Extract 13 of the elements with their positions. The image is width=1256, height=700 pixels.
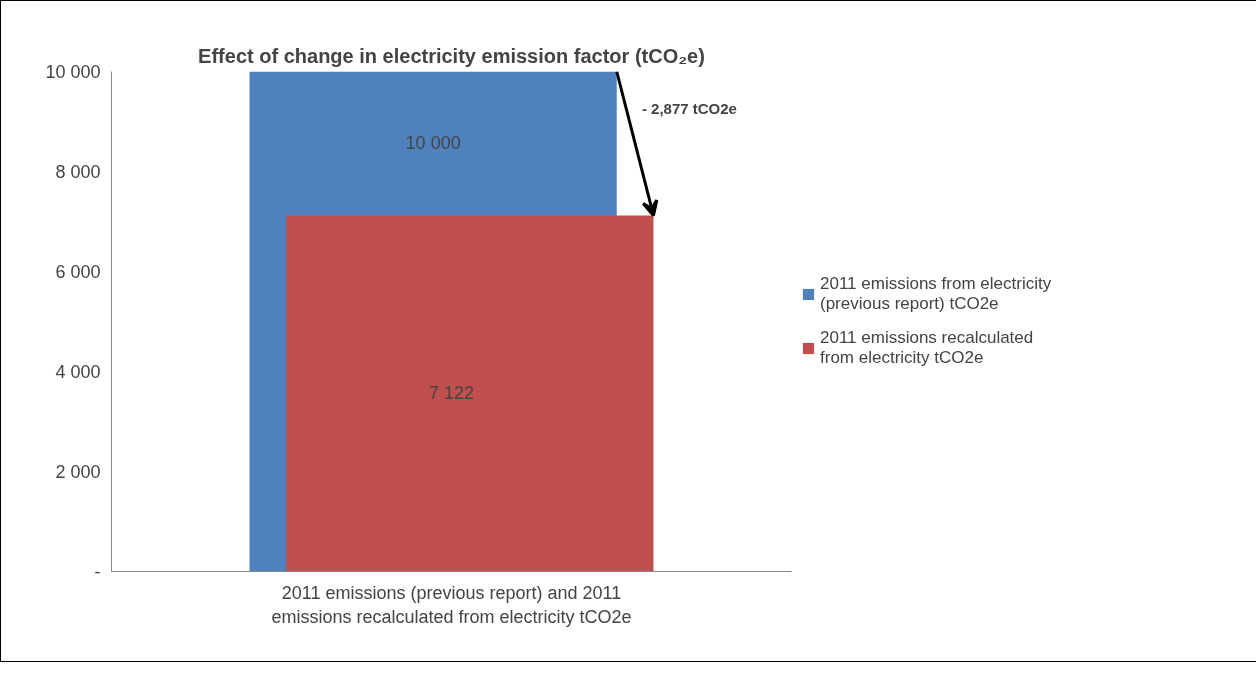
y-tick-label: 4 000 — [55, 361, 101, 382]
legend-label: 2011 emissions from electricity (previous report) tCO2e — [820, 274, 1052, 314]
chart-title: Effect of change in electricity emission factor (tCO₂e) — [198, 44, 705, 67]
y-tick-label: 6 000 — [55, 261, 101, 282]
annotation: - 2,877 tCO2e — [641, 99, 737, 117]
data-label: 10 000 — [405, 133, 461, 154]
x-tick-label: 2011 emissions (previous report) and 2011 emissions recalculated from electricity tCO2e — [271, 582, 632, 627]
y-tick-label: 8 000 — [55, 161, 101, 182]
legend-label: 2011 emissions recalculated from electricity tCO2e — [820, 328, 1034, 368]
y-tick-label: 2 000 — [55, 461, 101, 482]
y-tick-label: 10 000 — [45, 61, 101, 82]
data-label: 7 122 — [428, 383, 475, 404]
y-tick-label: - — [94, 561, 101, 582]
